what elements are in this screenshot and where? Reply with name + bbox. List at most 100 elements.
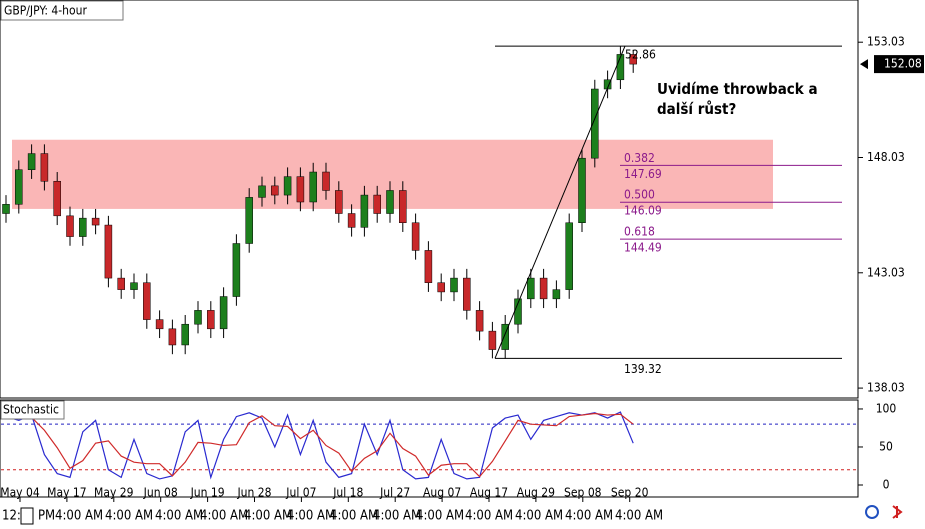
y-tick-label: 143.03 [867, 265, 905, 279]
time-label: 4:00 AM [615, 509, 663, 524]
time-label: 4:00 AM [565, 509, 613, 524]
candle-body [155, 319, 164, 330]
time-label: 4:00 AM [515, 509, 563, 524]
candle-body [539, 277, 548, 300]
candle-body [437, 282, 445, 293]
x-tick-label: Sep 08 [564, 486, 602, 500]
x-tick-label: May 29 [94, 486, 134, 500]
time-label: 4:00 AM [55, 509, 103, 524]
stoch-tick-label: 0 [883, 477, 890, 491]
candle-body [245, 197, 253, 244]
candle-body [271, 185, 279, 196]
candle-body [143, 282, 151, 320]
x-tick-label: Jul 27 [379, 486, 410, 500]
candle-body [130, 282, 138, 290]
stoch-line [5, 411, 634, 480]
time-label: 4:00 AM [155, 509, 203, 524]
candle-body [283, 176, 292, 196]
fib-ratio: 0.500 [624, 188, 655, 202]
candle-body [66, 215, 74, 237]
time-label: 4:00 AM [465, 509, 513, 524]
current-price-box [874, 55, 924, 74]
fib-ratio: 0.382 [624, 151, 655, 165]
candle-body [117, 277, 125, 290]
candle-body [527, 277, 535, 300]
icons [865, 505, 903, 519]
candle-body [219, 296, 228, 330]
candle-body [232, 243, 241, 297]
candle-body [488, 330, 497, 350]
candle-body [386, 190, 394, 214]
stoch-tick-label: 100 [876, 401, 897, 415]
x-tick-label: Jun 08 [143, 486, 178, 500]
current-price-label: 152.08 [884, 57, 922, 71]
icon[interactable] [892, 505, 903, 519]
scroll-box [20, 507, 34, 525]
stochastic-title: Stochastic [3, 403, 59, 417]
candle-body [322, 171, 330, 191]
x-tick-label: May 17 [47, 486, 86, 500]
x-tick-label: Aug 17 [470, 486, 508, 500]
fib-price: 144.49 [624, 241, 662, 255]
x-tick-label: Aug 07 [423, 486, 461, 500]
candle-body [424, 250, 433, 283]
candle-body [27, 153, 36, 170]
y-tick-label: 138.03 [867, 381, 905, 395]
stochastic-panel [0, 399, 859, 498]
time-label: 4:00 AM [200, 509, 248, 524]
current-price-marker [860, 59, 868, 70]
candle-body [104, 224, 113, 279]
stoch-line [5, 412, 634, 478]
fib-price: 146.09 [624, 204, 662, 218]
candle-body [91, 217, 100, 226]
candle-body [207, 310, 215, 330]
candle-body [40, 153, 49, 182]
plot: 138.03 143.03 148.03 153.03 52.86 139.32 0.382… [0, 35, 924, 525]
candle-body [181, 323, 189, 346]
candle-body [411, 222, 420, 251]
candle-body [2, 204, 10, 214]
candle-body [168, 328, 177, 346]
time-label: 12: [2, 509, 21, 524]
candle-body [296, 176, 305, 203]
time-label: 4:00 AM [373, 509, 421, 524]
candle-body [258, 185, 266, 198]
time-label: 4:00 AM [287, 509, 335, 524]
candle-body [450, 277, 458, 293]
candle-body [347, 213, 356, 228]
x-tick-label: Jul 07 [285, 486, 316, 500]
chart-title: GBP/JPY: 4-hour [4, 4, 87, 18]
fib-diagonal [494, 45, 626, 359]
swing-low-label: 139.32 [624, 362, 662, 376]
x-tick-label: Aug 29 [517, 486, 555, 500]
candle-body [629, 54, 637, 65]
time-label: 4:00 AM [416, 509, 464, 524]
candle-body [360, 194, 369, 228]
stoch-tick-label: 50 [879, 439, 893, 453]
candle-body [552, 289, 561, 300]
candle-body [399, 190, 407, 224]
x-tick-label: May 04 [0, 486, 40, 500]
time-label: 4:00 AM [244, 509, 292, 524]
y-tick-label: 148.03 [867, 150, 905, 164]
time-label: 4:00 AM [330, 509, 378, 524]
y-tick-label: 153.03 [867, 35, 905, 49]
candle-body [373, 194, 381, 214]
candle-body [591, 88, 599, 159]
candle-body [309, 171, 317, 203]
candle-body [463, 277, 471, 311]
candle-body [53, 180, 61, 217]
time-label: PM [38, 509, 55, 524]
candle-body [335, 190, 343, 214]
candle-body [578, 157, 586, 224]
x-tick-label: Jul 18 [332, 486, 363, 500]
title-box [0, 0, 124, 21]
candle-body [616, 54, 625, 81]
candle-body [15, 169, 23, 205]
x-tick-label: Sep 20 [611, 486, 649, 500]
fib-ratio: 0.618 [624, 225, 655, 239]
icon[interactable] [865, 505, 879, 519]
swing-high-label: 52.86 [625, 48, 656, 62]
candle-body [565, 222, 573, 290]
